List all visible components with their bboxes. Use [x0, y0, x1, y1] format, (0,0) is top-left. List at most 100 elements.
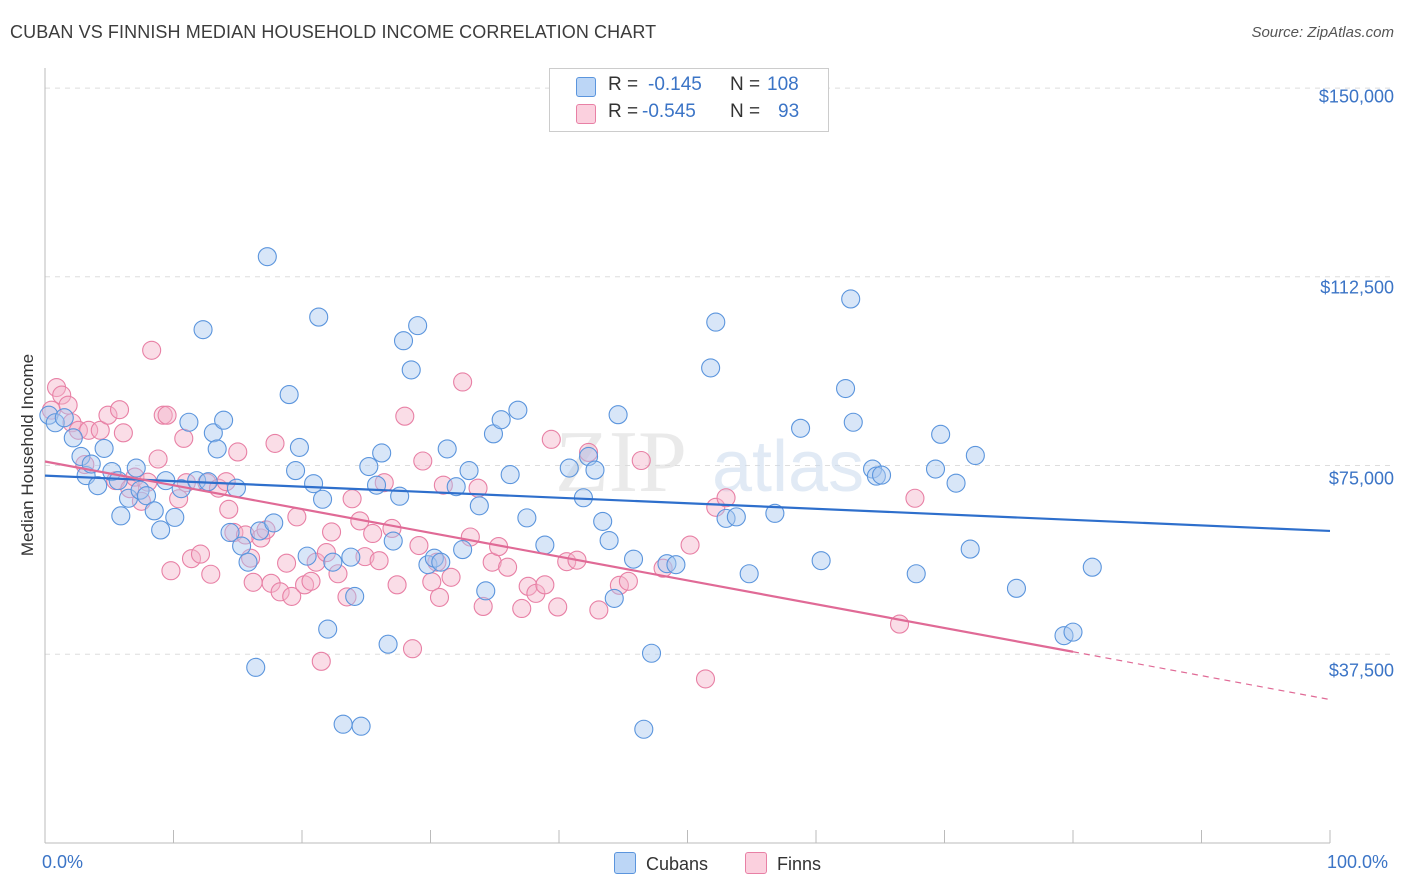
finns-point [277, 553, 297, 573]
cubans-point [431, 552, 451, 572]
cubans-point [54, 408, 74, 428]
cubans-point [706, 312, 726, 332]
finns-point [228, 442, 248, 462]
cubans-swatch-icon [576, 77, 596, 97]
finns-trend-extension [1072, 651, 1331, 701]
watermark: ZIP atlas [555, 414, 864, 511]
cubans-point [126, 458, 146, 478]
cubans-point [359, 456, 379, 477]
finns-point [113, 423, 133, 443]
finns-point [579, 442, 599, 462]
cubans-point [372, 443, 392, 463]
finns-point [52, 385, 72, 405]
cubans-points [39, 247, 1102, 739]
cubans-point [39, 405, 59, 425]
finns-point [282, 586, 302, 606]
finns-point [243, 572, 263, 592]
cubans-point [871, 465, 892, 485]
cubans-point [264, 513, 284, 533]
finns-point [219, 499, 239, 519]
finns-point [174, 428, 194, 448]
cubans-point [393, 331, 414, 351]
cubans-point [508, 400, 528, 420]
cubans-point [604, 588, 624, 608]
finns-point [498, 557, 518, 577]
cubans-point [1082, 557, 1102, 577]
cubans-point [593, 511, 613, 531]
finns-point [265, 433, 285, 453]
cubans-point [585, 460, 605, 480]
finns-point [142, 340, 162, 360]
cubans-point [136, 486, 157, 506]
cubans-point [94, 438, 114, 458]
cubans-point [925, 459, 946, 479]
chart-title: CUBAN VS FINNISH MEDIAN HOUSEHOLD INCOME… [10, 22, 657, 42]
axes [44, 68, 1331, 844]
cubans-point [304, 474, 324, 494]
x-tick-label-max: 100.0% [1327, 852, 1389, 872]
finns-point [161, 561, 181, 581]
finns-point [402, 639, 423, 659]
cubans-point [634, 719, 654, 739]
finns-point [695, 669, 716, 689]
finns-point [409, 536, 429, 556]
cubans-point [500, 465, 520, 485]
cubans-point [289, 437, 309, 457]
finns-point [337, 587, 357, 607]
finns-legend-icon [745, 852, 767, 874]
legend-n-value: 93 [778, 101, 800, 122]
finns-point [716, 488, 736, 508]
y-tick-label: $37,500 [1328, 660, 1394, 681]
cubans-point [318, 619, 338, 639]
finns-point [316, 543, 336, 563]
finns-point [98, 405, 118, 425]
finns-point [413, 451, 433, 471]
cubans-point [165, 507, 185, 527]
finns-trend-line [44, 460, 1074, 653]
finns-point [270, 582, 290, 602]
x-tick-label-min: 0.0% [42, 852, 84, 872]
legend-n-label: N = [730, 101, 761, 122]
cubans-point [345, 586, 365, 606]
cubans-point [666, 555, 686, 575]
legend-r-value: -0.545 [642, 101, 696, 122]
finns-point [374, 473, 394, 493]
cubans-legend-icon [614, 852, 636, 874]
cubans-point [408, 316, 428, 336]
cubans-point [791, 418, 811, 438]
cubans-point [88, 476, 108, 496]
finns-point [342, 489, 362, 509]
finns-point [190, 544, 211, 564]
legend-r-value: -0.145 [648, 74, 702, 95]
cubans-point [453, 540, 473, 560]
cubans-point [716, 508, 736, 528]
finns-point [535, 575, 555, 595]
correlation-legend: R = -0.145 N = 108 R = -0.545 N = 93 [549, 68, 829, 132]
finns-point [905, 488, 925, 508]
finns-legend-label: Finns [777, 854, 822, 874]
cubans-point [1006, 578, 1027, 598]
cubans-point [931, 424, 951, 444]
finns-point [429, 587, 450, 607]
cubans-point [71, 446, 91, 467]
finns-point [157, 405, 177, 425]
cubans-point [960, 539, 980, 559]
finns-point [441, 567, 461, 587]
y-tick-label: $75,000 [1328, 468, 1394, 489]
finns-point [369, 551, 389, 571]
y-tick-label: $150,000 [1318, 86, 1394, 107]
cubans-point [351, 716, 371, 736]
source-attribution: Source: ZipAtlas.com [1251, 24, 1394, 41]
trend-lines [44, 460, 1331, 701]
cubans-point [517, 508, 537, 528]
cubans-point [378, 634, 398, 654]
cubans-trend-line [44, 474, 1331, 533]
legend-row-finns: R = -0.545 N = 93 [550, 101, 828, 127]
cubans-point [297, 546, 317, 566]
cubans-point [220, 522, 240, 543]
legend-r-label: R = [608, 101, 639, 122]
finns-point [328, 564, 348, 584]
bottom-legend-cubans: Cubans [614, 852, 708, 875]
finns-point [473, 596, 493, 617]
